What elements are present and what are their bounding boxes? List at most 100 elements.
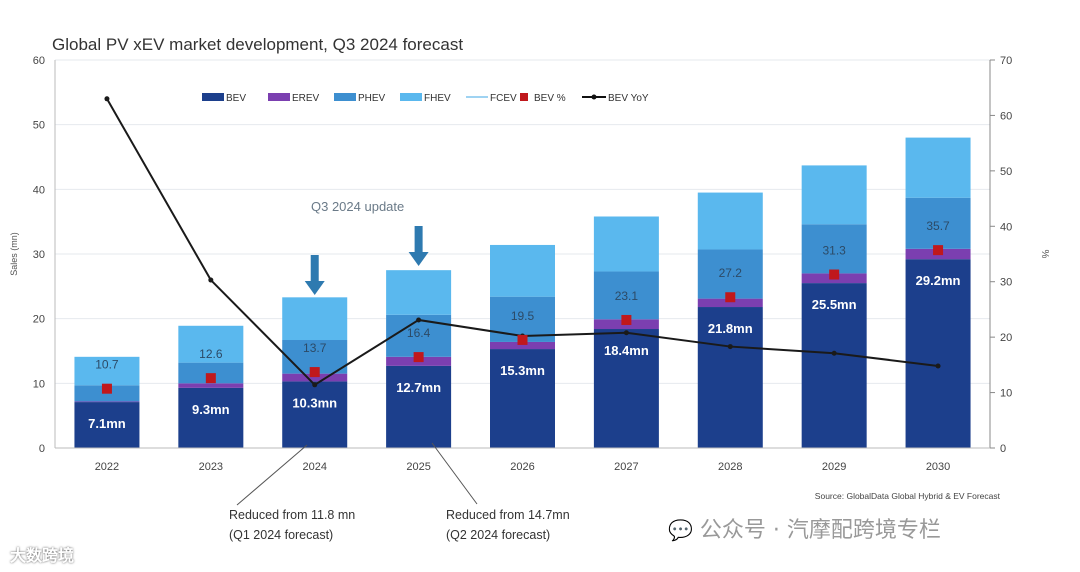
wechat-icon: 💬 (668, 518, 693, 542)
annotation-leader-2025 (431, 442, 478, 505)
legend-swatch-bev-share (520, 93, 528, 101)
bev-yoy-point (208, 277, 214, 283)
bev-data-label: 18.4mn (604, 343, 649, 358)
bev-data-label: 7.1mn (88, 416, 126, 431)
x-tick-label: 2030 (926, 461, 950, 473)
bev-data-label: 15.3mn (500, 363, 545, 378)
bar-fhev-2024 (282, 297, 348, 341)
bev-yoy-point (623, 330, 629, 336)
annotation-leader-2024 (236, 444, 308, 506)
legend-swatch-bev (202, 93, 224, 101)
bar-bev-2025 (386, 365, 452, 448)
bar-bev-2022 (74, 402, 140, 448)
y2-tick-label: 60 (1000, 110, 1012, 122)
update-annotation: Q3 2024 update (311, 199, 404, 214)
bev-share-label: 23.1 (615, 289, 639, 303)
source-note: Source: GlobalData Global Hybrid & EV Fo… (815, 491, 1001, 501)
bev-share-label: 10.7 (95, 358, 119, 372)
bar-bev-2029 (801, 283, 867, 448)
bev-yoy-point (416, 317, 422, 323)
bar-bev-2030 (905, 259, 971, 448)
bev-yoy-point (935, 363, 941, 369)
legend-label-bev-share: BEV % (534, 93, 566, 104)
y-tick-label: 30 (33, 249, 45, 261)
bev-share-marker (829, 269, 840, 280)
legend-label-bev: BEV (226, 93, 246, 104)
chart-title: Global PV xEV market development, Q3 202… (52, 35, 463, 54)
bev-share-marker (621, 314, 632, 325)
bar-fhev-2026 (490, 244, 555, 297)
bev-data-label: 9.3mn (192, 402, 230, 417)
bar-phev-2027 (593, 271, 659, 320)
bev-yoy-point (831, 350, 837, 356)
x-tick-label: 2023 (199, 461, 223, 473)
bar-fhev-2025 (386, 270, 452, 315)
bev-data-label: 10.3mn (292, 395, 337, 410)
legend-marker-bev-yoy (591, 94, 597, 100)
bar-erev-2023 (178, 383, 244, 388)
bar-bev-2026 (490, 349, 555, 448)
y-tick-label: 50 (33, 120, 45, 132)
x-tick-label: 2026 (510, 461, 534, 473)
bar-fhev-2029 (801, 165, 867, 225)
bev-share-marker (309, 367, 320, 378)
legend-swatch-fhev (400, 93, 422, 101)
legend-label-fcev: FCEV (490, 93, 517, 104)
bev-share-marker (517, 334, 528, 345)
x-tick-label: 2025 (406, 461, 430, 473)
y2-tick-label: 20 (1000, 332, 1012, 344)
y-tick-label: 20 (33, 314, 45, 326)
bar-fhev-2028 (697, 192, 763, 250)
y-tick-label: 0 (39, 443, 45, 455)
x-tick-label: 2029 (822, 461, 846, 473)
legend-swatch-erev (268, 93, 290, 101)
bar-fhev-2022 (74, 356, 140, 386)
bev-share-label: 13.7 (303, 341, 327, 355)
legend-swatch-phev (334, 93, 356, 101)
y-tick-label: 60 (33, 55, 45, 67)
legend-label-erev: EREV (292, 93, 320, 104)
bev-share-label: 35.7 (926, 219, 950, 233)
bev-yoy-point (727, 344, 733, 350)
down-arrow-icon (304, 255, 325, 295)
wechat-watermark: 💬 公众号 · 汽摩配跨境专栏 (668, 512, 941, 544)
bev-share-marker (413, 352, 424, 363)
bev-yoy-point (104, 96, 110, 102)
bar-bev-2028 (697, 307, 763, 448)
bev-data-label: 29.2mn (916, 273, 961, 288)
bar-bev-2024 (282, 381, 348, 448)
bar-phev-2023 (178, 362, 244, 384)
y2-tick-label: 30 (1000, 277, 1012, 289)
note-2024-line2: (Q1 2024 forecast) (229, 528, 333, 542)
bev-share-label: 19.5 (511, 309, 535, 323)
y2-tick-label: 10 (1000, 388, 1012, 400)
legend-label-fhev: FHEV (424, 93, 451, 104)
corner-watermark: 大数跨境 (10, 546, 75, 565)
y2-tick-label: 40 (1000, 221, 1012, 233)
bar-fhev-2023 (178, 325, 244, 363)
y-tick-label: 40 (33, 184, 45, 196)
y-axis-label: Sales (mn) (9, 232, 19, 276)
bar-fhev-2030 (905, 137, 971, 198)
bev-yoy-point (312, 382, 318, 388)
bev-data-label: 12.7mn (396, 380, 441, 395)
y2-axis-label: % (1039, 250, 1050, 259)
x-tick-label: 2028 (718, 461, 742, 473)
legend-label-bev-yoy: BEV YoY (608, 93, 649, 104)
bev-data-label: 21.8mn (708, 321, 753, 336)
bev-share-label: 27.2 (719, 266, 743, 280)
bar-erev-2024 (282, 373, 348, 382)
note-2024-line1: Reduced from 11.8 mn (229, 508, 355, 522)
x-tick-label: 2022 (95, 461, 119, 473)
bar-bev-2027 (593, 329, 659, 448)
x-tick-label: 2024 (302, 461, 326, 473)
bar-erev-2022 (74, 401, 140, 403)
y2-tick-label: 70 (1000, 55, 1012, 67)
bar-fhev-2027 (593, 216, 659, 272)
y-tick-label: 10 (33, 378, 45, 390)
bev-share-label: 16.4 (407, 326, 431, 340)
note-2025-line1: Reduced from 14.7mn (446, 508, 570, 522)
bev-share-marker (933, 245, 944, 256)
